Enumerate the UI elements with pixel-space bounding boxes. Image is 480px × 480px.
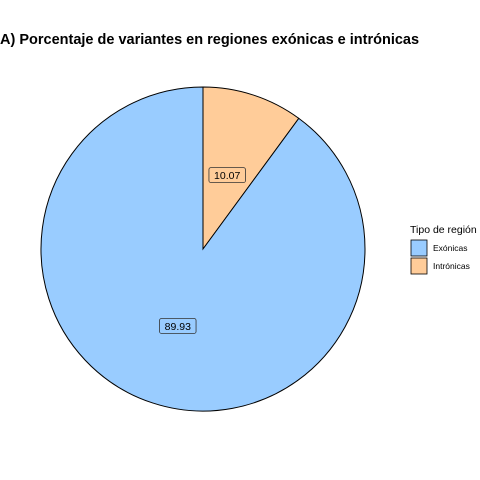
- data-label-box: [208, 167, 246, 183]
- legend: Tipo de región Exónicas Intrónicas: [410, 224, 477, 275]
- pie-slices: [40, 86, 366, 412]
- pie-slice-exnicas: [40, 86, 366, 412]
- data-label-box: [159, 318, 197, 334]
- legend-label: Exónicas: [433, 243, 468, 253]
- legend-title: Tipo de región: [410, 224, 477, 236]
- pie-data-labels: 10.07 89.93: [159, 167, 246, 334]
- pie-slice-intrnicas: [202, 86, 300, 251]
- data-label: 89.93: [165, 321, 191, 333]
- legend-key-exnicas: [410, 239, 428, 257]
- chart-title: A) Porcentaje de variantes en regiones e…: [0, 32, 419, 48]
- legend-label: Intrónicas: [433, 261, 470, 271]
- data-label: 10.07: [214, 170, 240, 182]
- legend-key-intrnicas: [410, 257, 428, 275]
